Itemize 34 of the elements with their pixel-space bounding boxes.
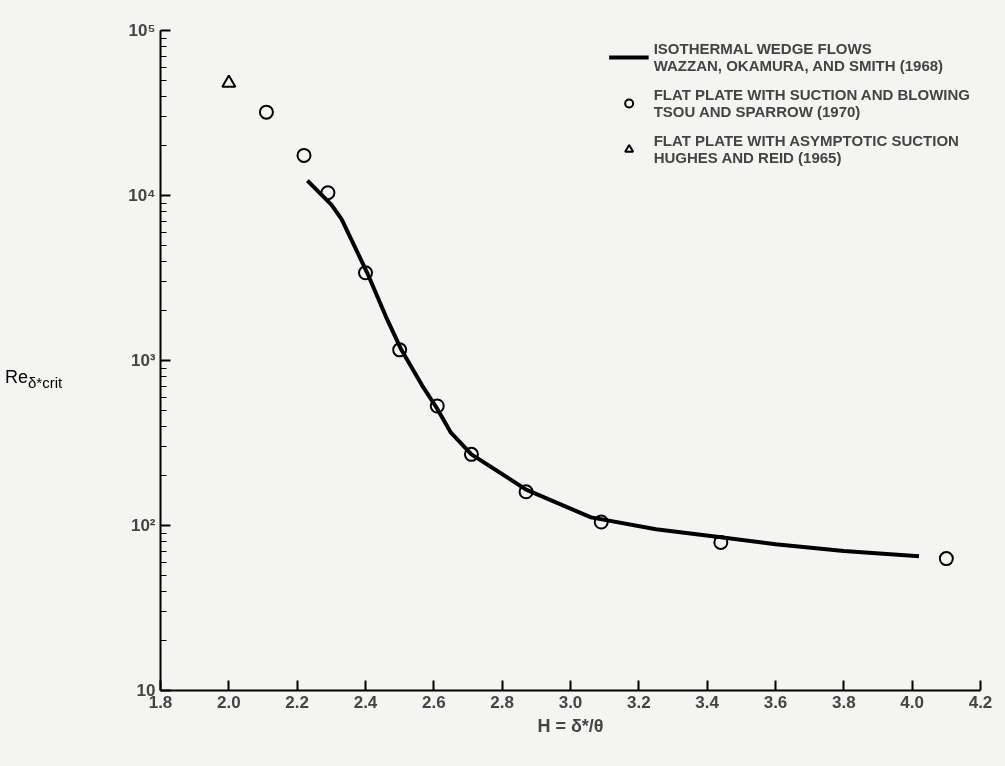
x-tick-label: 3.0 bbox=[558, 692, 583, 712]
x-tick-label: 4.0 bbox=[900, 692, 924, 712]
x-tick-label: 3.2 bbox=[627, 692, 651, 712]
point bbox=[463, 446, 479, 462]
point bbox=[320, 185, 336, 201]
point bbox=[392, 342, 408, 358]
point bbox=[296, 147, 312, 163]
legend-label: FLAT PLATE WITH ASYMPTOTIC SUCTION HUGHES AND REID (1965) bbox=[653, 132, 959, 166]
x-tick-label: 3.8 bbox=[832, 692, 856, 712]
point bbox=[429, 398, 445, 414]
y-tick-label: 10⁵ bbox=[128, 21, 156, 40]
point bbox=[713, 534, 729, 550]
x-tick-label: 2.0 bbox=[217, 692, 241, 712]
x-tick-label: 2.6 bbox=[422, 692, 446, 712]
point bbox=[938, 551, 954, 567]
x-tick-label: 3.6 bbox=[763, 692, 788, 712]
point bbox=[258, 104, 274, 120]
y-axis-title: Re$_{δ*crit}$ bbox=[5, 366, 63, 393]
x-tick-label: 2.8 bbox=[490, 692, 514, 712]
line-series bbox=[305, 178, 921, 559]
point bbox=[593, 514, 609, 530]
point bbox=[518, 484, 534, 500]
y-tick-label: 10² bbox=[130, 516, 156, 535]
legend-label: FLAT PLATE WITH SUCTION AND BLOWING TSOU AND SPARROW (1970) bbox=[653, 86, 970, 120]
y-tick-label: 10⁴ bbox=[128, 186, 156, 205]
point bbox=[221, 74, 237, 88]
x-tick-label: 4.2 bbox=[968, 692, 993, 712]
x-tick-label: 2.4 bbox=[353, 692, 378, 712]
y-tick-label: 10³ bbox=[130, 351, 156, 370]
x-tick-label: 3.4 bbox=[695, 692, 720, 712]
point bbox=[358, 265, 373, 281]
x-tick-label: 2.2 bbox=[285, 692, 309, 712]
x-axis-title: H = δ*/θ bbox=[537, 715, 604, 736]
legend-label: ISOTHERMAL WEDGE FLOWS WAZZAN, OKAMURA, AND SMITH (1968) bbox=[653, 40, 944, 74]
